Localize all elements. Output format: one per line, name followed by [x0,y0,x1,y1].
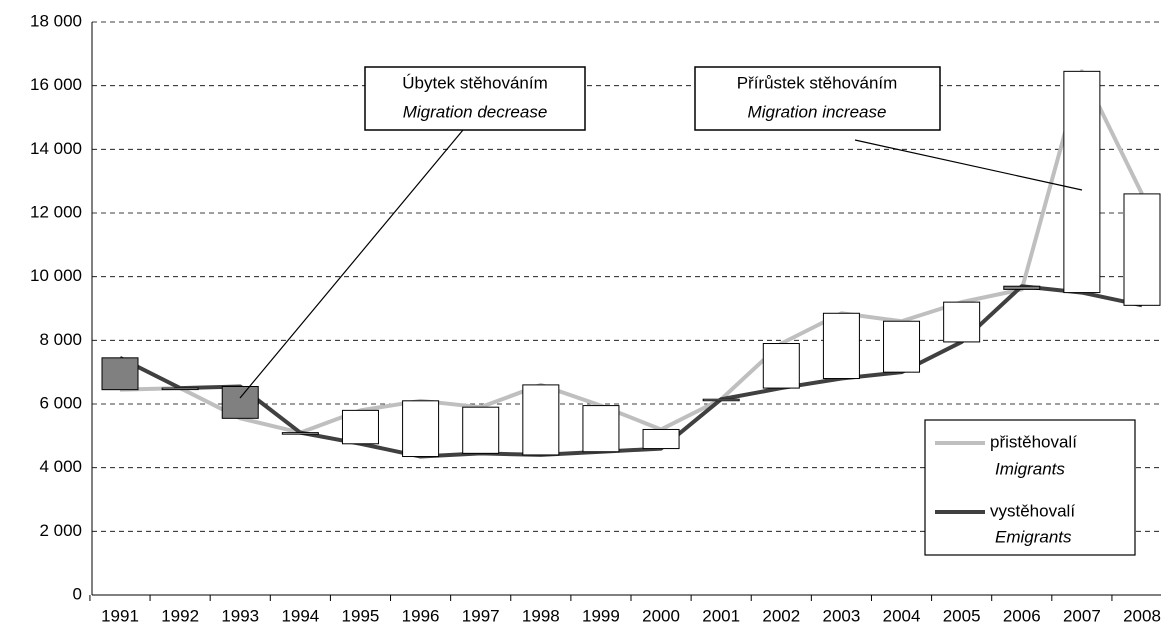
updown-bar [341,409,379,445]
updown-bar [943,301,981,343]
updown-bar [101,357,139,391]
annotation-text: Migration decrease [403,102,548,121]
legend: přistěhovalí Imigrants vystěhovalí Emigr… [924,419,1136,556]
updown-bar [762,343,800,389]
x-tick-label: 1991 [101,606,139,625]
updown-bar [582,405,620,453]
updown-bar [1003,285,1041,290]
annotation-text: Přírůstek stěhováním [737,73,898,92]
legend-label: vystěhovalí [990,501,1075,520]
x-tick-label: 1995 [342,606,380,625]
updown-bar [281,432,319,435]
y-tick-label: 18 000 [30,11,82,30]
legend-label: přistěhovalí [990,432,1077,451]
x-tick-label: 1996 [402,606,440,625]
annotation-text: Migration increase [748,102,887,121]
updown-bar [402,400,440,458]
annotation-box [364,66,586,131]
x-tick-label: 1994 [281,606,319,625]
annotation-pointer [854,139,1083,191]
updown-bar [1063,70,1101,294]
y-tick-label: 8 000 [39,330,82,349]
x-tick-label: 1997 [462,606,500,625]
updown-bar [522,384,560,456]
x-tick-label: 2001 [702,606,740,625]
x-tick-label: 2000 [642,606,680,625]
updown-bar [642,428,680,450]
x-tick-label: 2005 [943,606,981,625]
y-tick-label: 2 000 [39,521,82,540]
y-tick-label: 10 000 [30,266,82,285]
y-tick-label: 12 000 [30,202,82,221]
updown-bar [822,312,860,380]
legend-label: Emigrants [995,527,1072,546]
x-tick-label: 1993 [221,606,259,625]
x-tick-label: 2003 [822,606,860,625]
updown-bar [883,320,921,373]
x-tick-label: 1992 [161,606,199,625]
x-tick-label: 1999 [582,606,620,625]
y-tick-label: 6 000 [39,393,82,412]
legend-label: Imigrants [995,459,1065,478]
updown-bar [702,398,740,402]
x-tick-label: 2006 [1003,606,1041,625]
annotation-pointer [239,129,464,399]
series-line [119,69,1144,435]
x-tick-label: 2004 [883,606,921,625]
x-tick-label: 2002 [762,606,800,625]
updown-bar [462,406,500,454]
updown-bar [1123,193,1161,306]
y-tick-label: 4 000 [39,457,82,476]
x-tick-label: 2007 [1063,606,1101,625]
y-tick-label: 0 [73,584,82,603]
updown-bar [161,387,199,391]
annotation-box [694,66,941,131]
y-tick-label: 14 000 [30,139,82,158]
annotation-text: Úbytek stěhováním [402,73,548,92]
x-tick-label: 1998 [522,606,560,625]
y-tick-label: 16 000 [30,75,82,94]
updown-bar [221,385,259,419]
x-tick-label: 2008 [1123,606,1161,625]
